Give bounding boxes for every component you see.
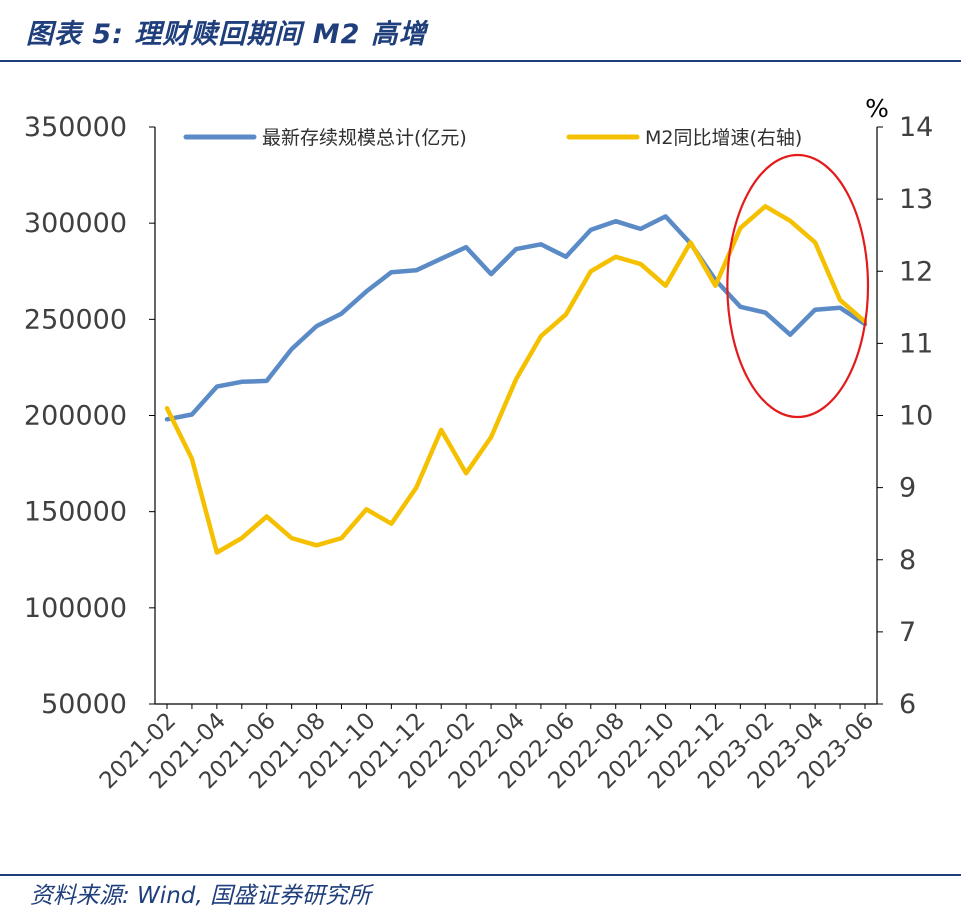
right-y-tick-label: 13 [899, 184, 933, 215]
right-y-tick-label: 9 [899, 473, 916, 504]
series-line-m2-growth [164, 204, 868, 555]
left-y-tick-label: 150000 [24, 497, 127, 528]
right-y-tick-label: 12 [899, 256, 933, 287]
left-y-tick-label: 300000 [24, 208, 127, 239]
legend-label: 最新存续规模总计(亿元) [262, 127, 467, 149]
legend-label: M2同比增速(右轴) [645, 127, 802, 149]
right-y-tick-label: 8 [899, 545, 916, 576]
right-y-unit: % [865, 94, 889, 123]
right-y-tick-label: 14 [899, 112, 933, 143]
source-note: 资料来源: Wind, 国盛证券研究所 [30, 883, 371, 909]
left-y-tick-label: 350000 [24, 112, 127, 143]
title-divider [0, 60, 961, 62]
figure-title: 图表 5: 理财赎回期间 M2 高增 [26, 19, 427, 50]
left-y-tick-label: 250000 [24, 304, 127, 335]
right-y-tick-label: 7 [899, 617, 916, 648]
left-y-tick-label: 50000 [41, 689, 127, 720]
right-y-tick-label: 10 [899, 401, 933, 432]
series-line-wealth-scale [164, 214, 868, 422]
right-y-tick-label: 11 [899, 328, 933, 359]
footer-divider [0, 874, 961, 876]
highlight-ellipse [726, 153, 870, 419]
right-y-tick-label: 6 [899, 689, 916, 720]
left-y-tick-label: 200000 [24, 401, 127, 432]
left-y-tick-label: 100000 [24, 593, 127, 624]
